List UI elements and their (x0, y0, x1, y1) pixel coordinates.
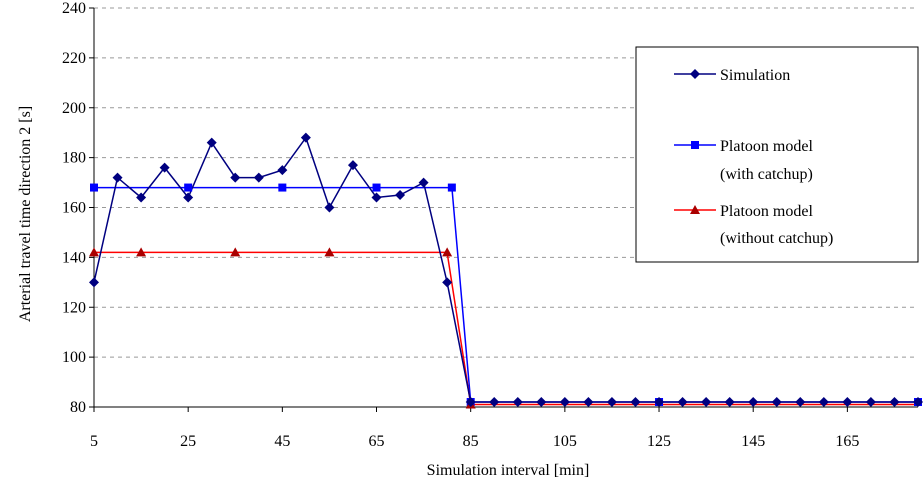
simulation-marker (300, 132, 311, 143)
y-tick-label: 220 (62, 50, 86, 67)
x-axis-title: Simulation interval [min] (427, 462, 590, 479)
legend-simulation-label: Simulation (720, 67, 790, 84)
y-tick-label: 140 (62, 249, 86, 266)
legend: Simulation Platoon model (with catchup) … (635, 46, 919, 263)
legend-platoon-with-catchup-label-line1: Platoon model (720, 138, 813, 155)
simulation-marker (865, 397, 876, 408)
simulation-marker (230, 172, 241, 183)
y-axis-title: Arterial travel time direction 2 [s] (17, 106, 34, 322)
simulation-marker (112, 172, 123, 183)
legend-simulation-marker (690, 69, 700, 79)
simulation-marker (771, 397, 782, 408)
platoon-without-catchup-marker (324, 247, 335, 257)
simulation-marker (748, 397, 759, 408)
simulation-marker (913, 397, 923, 408)
platoon-without-catchup-marker (442, 247, 453, 257)
x-tick-label: 145 (741, 433, 765, 450)
simulation-marker (159, 162, 170, 173)
simulation-marker (795, 397, 806, 408)
grid-layer (94, 7, 918, 358)
x-tick-label: 105 (553, 433, 577, 450)
simulation-marker (701, 397, 712, 408)
simulation-marker (89, 277, 99, 288)
simulation-marker (559, 397, 570, 408)
simulation-marker (512, 397, 523, 408)
ticks-layer: 80 100 120 140 160 180 200 220 240 5 25 45 65 85 105 12… (62, 0, 859, 450)
y-tick-label: 180 (62, 150, 86, 167)
simulation-marker (724, 397, 735, 408)
simulation-marker (842, 397, 853, 408)
platoon-with-catchup-marker (278, 183, 287, 192)
simulation-marker (183, 192, 194, 203)
platoon-with-catchup-marker (184, 183, 193, 192)
simulation-marker (583, 397, 594, 408)
simulation-marker (465, 397, 476, 408)
legend-platoon-with-catchup-marker (691, 141, 699, 149)
y-tick-label: 240 (62, 0, 86, 17)
legend-box (635, 46, 919, 263)
simulation-marker (630, 397, 641, 408)
simulation-marker (371, 192, 382, 203)
platoon-with-catchup-marker (372, 183, 381, 192)
series-platoon-without-catchup-line (94, 251, 918, 406)
simulation-marker (889, 397, 900, 408)
legend-platoon-without-catchup-label-line2: (without catchup) (720, 230, 833, 247)
simulation-marker (347, 160, 358, 171)
y-tick-label: 80 (70, 399, 86, 416)
y-tick-label: 200 (62, 100, 86, 117)
simulation-marker (136, 192, 147, 203)
simulation-marker (395, 190, 406, 201)
legend-platoon-with-catchup-label-line2: (with catchup) (720, 166, 813, 183)
simulation-marker (253, 172, 264, 183)
platoon-with-catchup-marker (90, 183, 98, 192)
simulation-marker (536, 397, 547, 408)
x-tick-label: 25 (180, 433, 196, 450)
series-layer (89, 132, 923, 409)
simulation-marker (442, 277, 453, 288)
platoon-without-catchup-marker (230, 247, 241, 257)
platoon-without-catchup-marker (89, 247, 99, 257)
x-tick-label: 65 (369, 433, 385, 450)
simulation-marker (277, 165, 288, 176)
legend-platoon-without-catchup-marker (690, 205, 700, 214)
platoon-without-catchup-marker (136, 247, 147, 257)
simulation-marker (489, 397, 500, 408)
simulation-marker (206, 137, 217, 148)
simulation-marker (654, 397, 665, 408)
simulation-marker (677, 397, 688, 408)
simulation-marker (818, 397, 829, 408)
platoon-with-catchup-marker (447, 183, 456, 192)
legend-platoon-without-catchup-label-line1: Platoon model (720, 203, 813, 220)
x-tick-label: 5 (90, 433, 98, 450)
simulation-marker (606, 397, 617, 408)
y-tick-label: 160 (62, 200, 86, 217)
x-tick-label: 125 (647, 433, 671, 450)
y-tick-label: 120 (62, 299, 86, 316)
x-tick-label: 165 (835, 433, 859, 450)
simulation-marker (324, 202, 335, 213)
x-tick-label: 85 (463, 433, 479, 450)
x-tick-label: 45 (274, 433, 290, 450)
simulation-marker (418, 177, 429, 188)
y-tick-label: 100 (62, 349, 86, 366)
